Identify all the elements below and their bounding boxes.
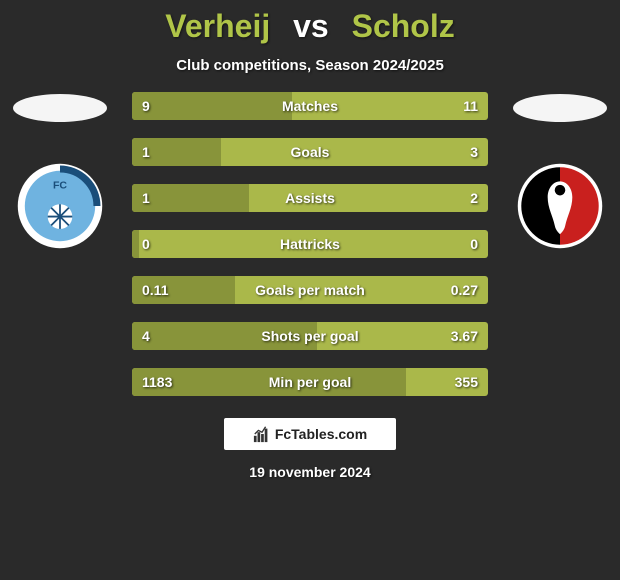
stat-bars: 911Matches13Goals12Assists00Hattricks0.1… xyxy=(120,92,500,396)
stat-bar-row: 43.67Shots per goal xyxy=(132,322,488,350)
stat-right-value: 0.27 xyxy=(441,276,488,304)
right-club-badge xyxy=(516,162,604,250)
vs-label: vs xyxy=(293,8,329,44)
stat-right-value: 0 xyxy=(460,230,488,258)
stat-left-value: 0.11 xyxy=(132,276,178,304)
stat-bar-row: 0 0Hattricks xyxy=(132,230,488,258)
left-player-oval xyxy=(13,94,107,122)
stat-bar-row: 0.110.27Goals per match xyxy=(132,276,488,304)
right-column xyxy=(500,92,620,250)
stat-right-value: 3.67 xyxy=(441,322,488,350)
eindhoven-badge-icon: FC xyxy=(16,162,104,250)
right-player-oval xyxy=(513,94,607,122)
chart-icon xyxy=(253,425,271,443)
player-right-name: Scholz xyxy=(352,8,455,44)
stat-label: Hattricks xyxy=(132,230,488,258)
stat-right-value: 11 xyxy=(453,92,488,120)
stat-right-value: 355 xyxy=(445,368,488,396)
left-column: FC xyxy=(0,92,120,250)
stat-left-value: 1 xyxy=(132,138,160,166)
subtitle: Club competitions, Season 2024/2025 xyxy=(0,57,620,74)
stat-bar-row: 12Assists xyxy=(132,184,488,212)
stat-left-value: 1 xyxy=(132,184,160,212)
source-logo: FcTables.com xyxy=(224,418,396,450)
comparison-body: FC 911Matches13Goals12Assists00Hattricks… xyxy=(0,92,620,396)
stat-left-value: 4 xyxy=(132,322,160,350)
source-logo-text: FcTables.com xyxy=(275,426,367,442)
stat-bar-row: 13Goals xyxy=(132,138,488,166)
stat-left-value: 0 xyxy=(132,230,160,258)
player-left-name: Verheij xyxy=(165,8,270,44)
stat-bar-row: 1183355Min per goal xyxy=(132,368,488,396)
stat-left-value: 1183 xyxy=(132,368,182,396)
stat-left-value: 9 xyxy=(132,92,160,120)
stat-right-value: 3 xyxy=(460,138,488,166)
stat-right-value: 2 xyxy=(460,184,488,212)
comparison-title: Verheij vs Scholz xyxy=(0,0,620,45)
date-label: 19 november 2024 xyxy=(0,464,620,480)
svg-text:FC: FC xyxy=(53,179,67,191)
stat-bar-row: 911Matches xyxy=(132,92,488,120)
left-club-badge: FC xyxy=(16,162,104,250)
helmond-badge-icon xyxy=(516,162,604,250)
